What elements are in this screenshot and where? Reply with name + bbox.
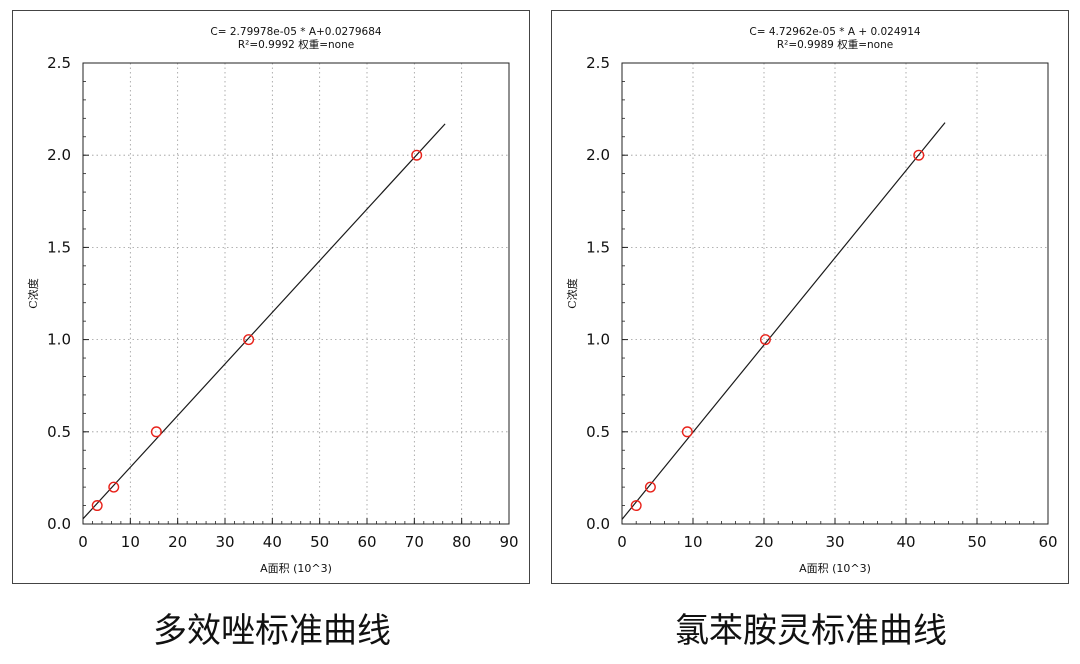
left-chart-data-point [150,426,162,438]
right-chart-data-point [630,500,642,512]
left-chart-tick-label-x: 70 [405,533,424,551]
right-chart-tick-label-y: 2.0 [586,146,610,164]
right-chart-tick-label-y: 1.5 [586,238,610,256]
right-chart-tick-label-y: 1.0 [586,331,610,349]
left-chart-tick-label-y: 2.5 [47,54,71,72]
right-chart-tick-label-x: 60 [1038,533,1057,551]
left-chart-tick-label-x: 10 [121,533,140,551]
left-chart-plot-frame [82,62,510,525]
left-chart-tick-label-y: 2.0 [47,146,71,164]
right-chart-tick-label-y: 0.5 [586,423,610,441]
left-chart-data-point [108,481,120,493]
right-chart-tick-label-y: 2.5 [586,54,610,72]
left-chart-tick-label-y: 1.5 [47,238,71,256]
left-chart-tick-label-x: 90 [499,533,518,551]
left-chart-fit-line [82,123,446,520]
left-chart-tick-label-x: 0 [78,533,88,551]
right-chart-data-point [681,426,693,438]
left-chart-data-point [91,500,103,512]
right-chart-grid [622,63,1048,524]
left-chart-tick-label-x: 50 [310,533,329,551]
left-chart-minor-ticks [82,62,510,525]
right-chart-tick-label-x: 40 [896,533,915,551]
right-chart-data-point [913,149,925,161]
chart-panel-left: C= 2.79978e-05 * A+0.0279684 R²=0.9992 权重… [12,10,530,584]
left-chart-tick-label-x: 30 [215,533,234,551]
caption-left: 多效唑标准曲线 [153,611,391,651]
right-chart-tick-label-x: 0 [617,533,627,551]
left-chart-grid [83,63,509,524]
left-chart-xlabel: A面积 (10^3) [260,562,332,575]
chart-panel-right: C= 4.72962e-05 * A + 0.024914 R²=0.9989 权… [551,10,1069,584]
left-chart-data-point [411,149,423,161]
left-chart-equation: C= 2.79978e-05 * A+0.0279684 [210,26,382,38]
right-chart-data-point [644,481,656,493]
right-chart-data-point [759,334,771,346]
left-chart-tick-label-x: 40 [263,533,282,551]
right-chart-ylabel: C浓度 [565,278,579,308]
left-chart-tick-label-x: 60 [357,533,376,551]
left-chart-tick-label-y: 1.0 [47,331,71,349]
right-chart-stats: R²=0.9989 权重=none [777,38,893,51]
right-chart-fit-line [621,122,946,520]
caption-right: 氯苯胺灵标准曲线 [675,611,947,651]
right-chart-tick-label-y: 0.0 [586,515,610,533]
left-chart-tick-label-y: 0.5 [47,423,71,441]
left-chart-tick-label-x: 80 [452,533,471,551]
right-chart-tick-label-x: 30 [825,533,844,551]
right-chart-xlabel: A面积 (10^3) [799,562,871,575]
left-chart-tick-label-y: 0.0 [47,515,71,533]
left-chart-ylabel: C浓度 [26,278,40,308]
right-chart-tick-label-x: 10 [683,533,702,551]
right-chart-equation: C= 4.72962e-05 * A + 0.024914 [749,26,920,38]
right-chart-tick-label-x: 20 [754,533,773,551]
left-chart-stats: R²=0.9992 权重=none [238,38,354,51]
right-chart-tick-label-x: 50 [967,533,986,551]
left-chart-data-point [243,334,255,346]
left-chart-tick-label-x: 20 [168,533,187,551]
